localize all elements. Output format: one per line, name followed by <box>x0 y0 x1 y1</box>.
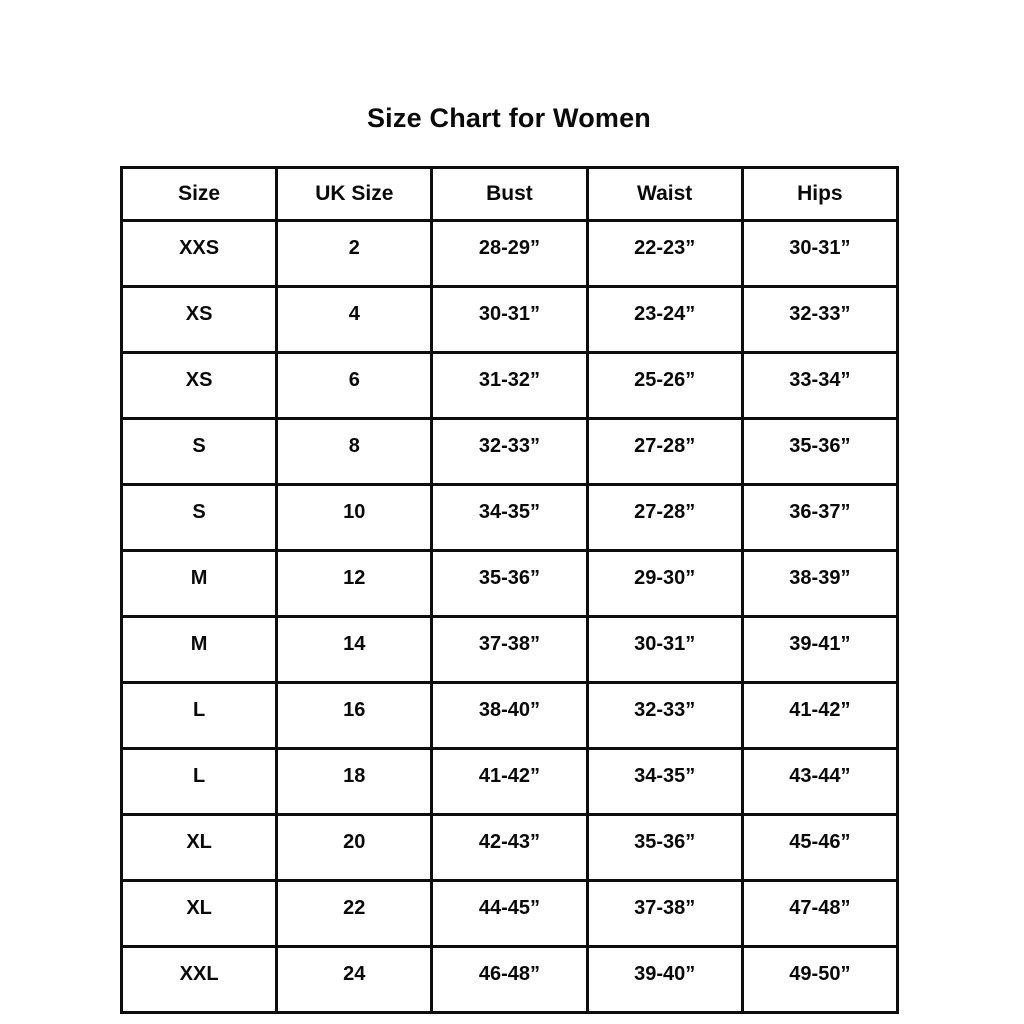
table-row: XXS 2 28-29” 22-23” 30-31” <box>119 219 900 288</box>
table-cell: 31-32” <box>430 351 589 420</box>
table-cell: 27-28” <box>585 483 744 552</box>
table-cell: 34-35” <box>585 747 744 816</box>
table-row: S 8 32-33” 27-28” 35-36” <box>119 417 900 486</box>
table-cell: 44-45” <box>430 879 589 948</box>
table-cell: 14 <box>275 615 434 684</box>
table-cell: 32-33” <box>585 681 744 750</box>
table-cell: 34-35” <box>430 483 589 552</box>
table-cell: 18 <box>275 747 434 816</box>
table-cell: 35-36” <box>430 549 589 618</box>
table-cell: 38-39” <box>740 549 900 618</box>
table-cell: 32-33” <box>740 285 900 354</box>
column-header: Waist <box>585 166 744 222</box>
table-cell: L <box>119 681 279 750</box>
table-cell: 16 <box>275 681 434 750</box>
table-cell: 20 <box>275 813 434 882</box>
table-cell: 39-40” <box>585 945 744 1014</box>
table-cell: S <box>119 417 279 486</box>
table-cell: XS <box>119 351 279 420</box>
table-row: XS 4 30-31” 23-24” 32-33” <box>119 285 900 354</box>
table-cell: 35-36” <box>740 417 900 486</box>
table-cell: 25-26” <box>585 351 744 420</box>
table-cell: M <box>119 615 279 684</box>
table-cell: 36-37” <box>740 483 900 552</box>
table-cell: XXS <box>119 219 279 288</box>
table-row: XL 20 42-43” 35-36” 45-46” <box>119 813 900 882</box>
table-cell: 12 <box>275 549 434 618</box>
table-cell: 8 <box>275 417 434 486</box>
table-cell: 37-38” <box>430 615 589 684</box>
table-row: S 10 34-35” 27-28” 36-37” <box>119 483 900 552</box>
table-cell: 33-34” <box>740 351 900 420</box>
table-cell: 41-42” <box>430 747 589 816</box>
table-body: XXS 2 28-29” 22-23” 30-31” XS 4 30-31” 23-24” 32-… <box>119 219 900 1014</box>
table-cell: M <box>119 549 279 618</box>
column-header: Hips <box>740 166 900 222</box>
table-row: XXL 24 46-48” 39-40” 49-50” <box>119 945 900 1014</box>
header-row: Size UK Size Bust Waist Hips <box>119 166 900 222</box>
table-cell: 45-46” <box>740 813 900 882</box>
table-cell: 37-38” <box>585 879 744 948</box>
table-row: M 14 37-38” 30-31” 39-41” <box>119 615 900 684</box>
table-cell: 6 <box>275 351 434 420</box>
table-cell: 43-44” <box>740 747 900 816</box>
column-header: UK Size <box>275 166 434 222</box>
table-cell: 42-43” <box>430 813 589 882</box>
table-cell: S <box>119 483 279 552</box>
page-title: Size Chart for Women <box>366 103 652 133</box>
table-cell: 39-41” <box>740 615 900 684</box>
table-cell: L <box>119 747 279 816</box>
table-cell: 49-50” <box>740 945 900 1014</box>
table-cell: 30-31” <box>430 285 589 354</box>
table-cell: 35-36” <box>585 813 744 882</box>
table-cell: 22 <box>275 879 434 948</box>
table-cell: 30-31” <box>740 219 900 288</box>
table-row: L 16 38-40” 32-33” 41-42” <box>119 681 900 750</box>
table-cell: 10 <box>275 483 434 552</box>
column-header: Bust <box>430 166 589 222</box>
table-cell: 22-23” <box>585 219 744 288</box>
table-cell: 30-31” <box>585 615 744 684</box>
table-row: L 18 41-42” 34-35” 43-44” <box>119 747 900 816</box>
table-cell: 29-30” <box>585 549 744 618</box>
table-row: XL 22 44-45” 37-38” 47-48” <box>119 879 900 948</box>
table-row: XS 6 31-32” 25-26” 33-34” <box>119 351 900 420</box>
table-cell: 46-48” <box>430 945 589 1014</box>
table-cell: XL <box>119 879 279 948</box>
table-cell: XS <box>119 285 279 354</box>
table-cell: 24 <box>275 945 434 1014</box>
table-header: Size UK Size Bust Waist Hips <box>119 166 900 222</box>
table-cell: 28-29” <box>430 219 589 288</box>
table-cell: XL <box>119 813 279 882</box>
table-cell: 38-40” <box>430 681 589 750</box>
table-cell: 47-48” <box>740 879 900 948</box>
table-cell: 23-24” <box>585 285 744 354</box>
size-chart-table: Size UK Size Bust Waist Hips XXS 2 28-29” 22-23… <box>119 166 900 1014</box>
table-cell: 32-33” <box>430 417 589 486</box>
table-cell: 27-28” <box>585 417 744 486</box>
table-cell: 41-42” <box>740 681 900 750</box>
table-cell: XXL <box>119 945 279 1014</box>
table-cell: 2 <box>275 219 434 288</box>
table-row: M 12 35-36” 29-30” 38-39” <box>119 549 900 618</box>
table-cell: 4 <box>275 285 434 354</box>
column-header: Size <box>119 166 279 222</box>
